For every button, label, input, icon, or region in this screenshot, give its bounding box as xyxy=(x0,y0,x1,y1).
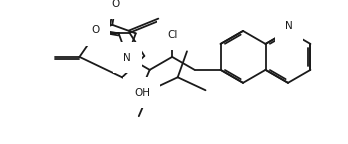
Text: N: N xyxy=(123,53,131,63)
Text: N: N xyxy=(285,21,293,31)
Text: Cl: Cl xyxy=(167,30,177,40)
Text: OH: OH xyxy=(134,88,150,98)
Text: O: O xyxy=(111,0,119,9)
Text: O: O xyxy=(92,25,100,35)
